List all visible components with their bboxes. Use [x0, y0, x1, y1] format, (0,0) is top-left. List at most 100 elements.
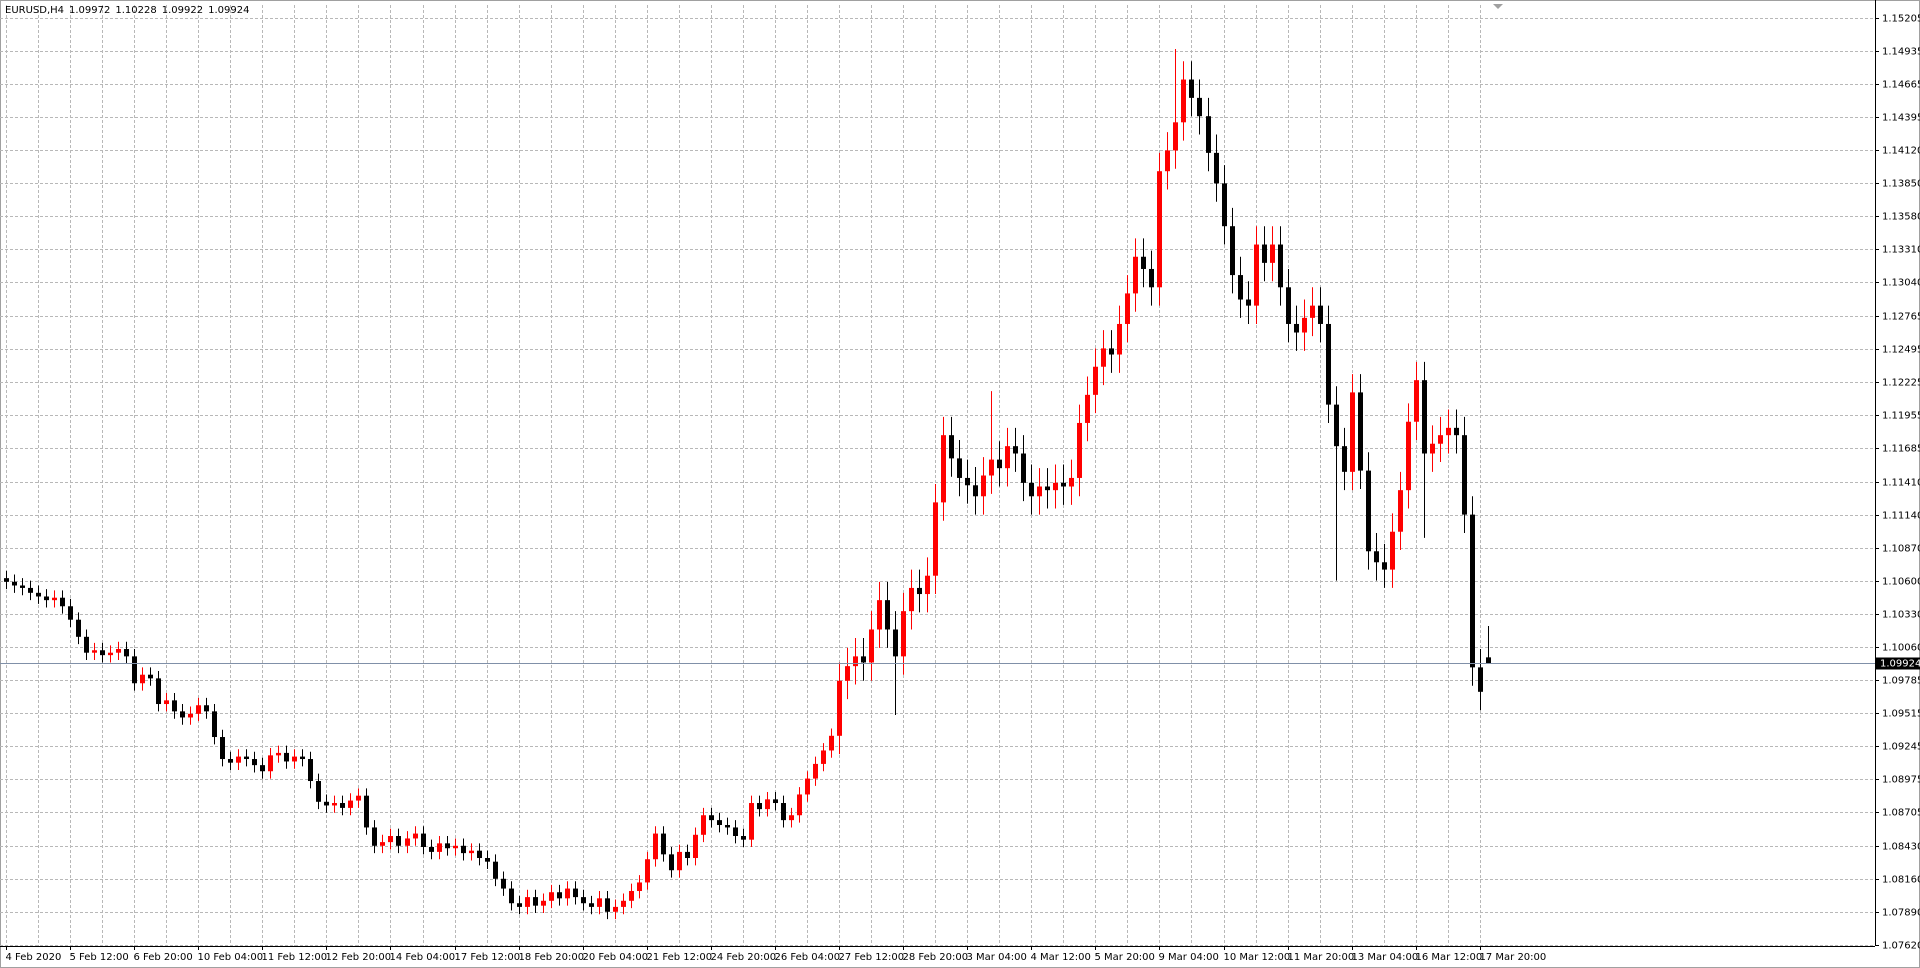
candle-body: [677, 851, 682, 871]
x-tick-label: 13 Mar 04:00: [1352, 952, 1419, 963]
candle-body: [837, 680, 842, 736]
candle-body: [877, 600, 882, 630]
candle-body: [1246, 299, 1251, 306]
candle-body: [565, 888, 570, 899]
candle-body: [1037, 486, 1042, 497]
y-tick-label: 1.10330: [1882, 610, 1920, 621]
candle-body: [156, 678, 161, 705]
candle-body: [789, 815, 794, 821]
candle-body: [1214, 152, 1219, 184]
candle-body: [549, 892, 554, 901]
x-tick-label: 10 Mar 12:00: [1224, 952, 1291, 963]
candle-body: [1278, 244, 1283, 288]
candle-body: [1029, 482, 1034, 497]
x-tick-label: 20 Feb 04:00: [583, 952, 649, 963]
candle-body: [653, 833, 658, 860]
candle-body: [196, 705, 201, 714]
candle-body: [124, 649, 129, 657]
y-tick-label: 1.12495: [1882, 345, 1920, 356]
symbol-title: EURUSD,H4: [5, 5, 65, 16]
candle-body: [773, 799, 778, 804]
y-tick-label: 1.14935: [1882, 47, 1920, 58]
candle-body: [260, 765, 265, 772]
candle-body: [629, 891, 634, 901]
candle-body: [1157, 171, 1162, 288]
candle-body: [1430, 443, 1435, 454]
x-tick-label: 14 Feb 04:00: [390, 952, 456, 963]
candle-body: [645, 859, 650, 883]
candle-body: [268, 755, 273, 772]
candle-body: [364, 795, 369, 828]
candle-body: [1045, 486, 1050, 491]
candle-body: [485, 858, 490, 862]
candle-body: [1446, 427, 1451, 436]
candle-body: [669, 854, 674, 871]
x-tick-label: 5 Feb 12:00: [70, 952, 129, 963]
candle-body: [1318, 305, 1323, 324]
x-tick-label: 3 Mar 04:00: [967, 952, 1027, 963]
candle-body: [252, 759, 257, 766]
x-tick-label: 11 Feb 12:00: [262, 952, 328, 963]
candle-body: [453, 845, 458, 849]
candle-body: [60, 597, 65, 607]
candle-body: [1326, 323, 1331, 405]
candle-body: [477, 850, 482, 859]
y-tick-label: 1.08705: [1882, 808, 1920, 819]
candle-body: [621, 900, 626, 907]
candle-body: [1390, 531, 1395, 570]
candle-body: [885, 600, 890, 630]
candle-body: [1117, 323, 1122, 355]
y-tick-label: 1.07620: [1882, 941, 1920, 952]
candle-body: [20, 585, 25, 588]
candle-body: [308, 759, 313, 782]
candle-body: [733, 827, 738, 837]
candle-body: [1093, 366, 1098, 395]
y-tick-label: 1.12765: [1882, 312, 1920, 323]
candle-body: [909, 587, 914, 612]
candle-body: [917, 587, 922, 595]
chart-header: EURUSD,H4 1.09972 1.10228 1.09922 1.0992…: [5, 5, 249, 16]
candle-body: [1238, 275, 1243, 300]
candle-body: [1358, 392, 1363, 471]
candle-body: [276, 752, 281, 756]
candle-body: [76, 619, 81, 637]
candle-body: [52, 597, 57, 601]
y-tick-label: 1.08975: [1882, 775, 1920, 786]
candle-body: [1334, 404, 1339, 447]
candle-body: [805, 778, 810, 795]
y-tick-label: 1.11410: [1882, 478, 1920, 489]
candle-body: [757, 803, 762, 810]
candle-body: [1013, 446, 1018, 454]
candle-body: [1141, 256, 1146, 269]
candle-body: [236, 756, 241, 763]
candle-body: [845, 666, 850, 681]
candle-body: [36, 592, 41, 597]
x-tick-label: 17 Feb 12:00: [455, 952, 521, 963]
candle-body: [709, 815, 714, 821]
x-tick-label: 4 Mar 12:00: [1031, 952, 1091, 963]
candle-body: [941, 435, 946, 503]
candle-body: [925, 575, 930, 595]
last-close: 1.09924: [208, 5, 250, 16]
y-tick-label: 1.11685: [1882, 444, 1920, 455]
candle-body: [933, 502, 938, 576]
candle-body: [725, 825, 730, 828]
candle-body: [1189, 79, 1194, 98]
y-tick-label: 1.12225: [1882, 378, 1920, 389]
candle-body: [1069, 477, 1074, 487]
candle-body: [989, 459, 994, 476]
y-tick-label: 1.10600: [1882, 577, 1920, 588]
shift-marker[interactable]: [1493, 4, 1503, 9]
candle-body: [525, 897, 530, 907]
candle-body: [180, 711, 185, 718]
candle-body: [869, 629, 874, 663]
candle-body: [981, 475, 986, 497]
candle-body: [300, 756, 305, 760]
candle-body: [1366, 470, 1371, 552]
candle-body: [92, 650, 97, 653]
y-tick-label: 1.10060: [1882, 643, 1920, 654]
candle-body: [461, 845, 466, 854]
candle-body: [1222, 183, 1227, 227]
y-tick-label: 1.11140: [1882, 511, 1920, 522]
